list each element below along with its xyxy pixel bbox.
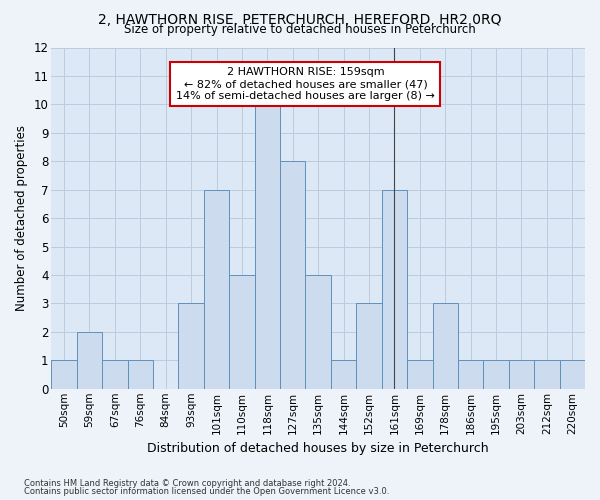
Bar (77, 332, 102, 389)
Bar (534, 360, 560, 389)
Text: Size of property relative to detached houses in Peterchurch: Size of property relative to detached ho… (124, 22, 476, 36)
Bar (331, 360, 356, 389)
Y-axis label: Number of detached properties: Number of detached properties (15, 125, 28, 311)
Bar (305, 275, 331, 389)
Bar (178, 304, 204, 389)
Bar (204, 190, 229, 389)
Bar (407, 360, 433, 389)
Bar (382, 190, 407, 389)
Bar (102, 360, 128, 389)
Text: 2 HAWTHORN RISE: 159sqm
← 82% of detached houses are smaller (47)
14% of semi-de: 2 HAWTHORN RISE: 159sqm ← 82% of detache… (176, 68, 435, 100)
Bar (280, 162, 305, 389)
Bar (484, 360, 509, 389)
Bar (509, 360, 534, 389)
Bar (128, 360, 153, 389)
Bar (254, 104, 280, 389)
Bar (229, 275, 254, 389)
Bar (433, 304, 458, 389)
Bar (356, 304, 382, 389)
Text: Contains public sector information licensed under the Open Government Licence v3: Contains public sector information licen… (24, 487, 389, 496)
Text: Contains HM Land Registry data © Crown copyright and database right 2024.: Contains HM Land Registry data © Crown c… (24, 478, 350, 488)
Text: 2, HAWTHORN RISE, PETERCHURCH, HEREFORD, HR2 0RQ: 2, HAWTHORN RISE, PETERCHURCH, HEREFORD,… (98, 12, 502, 26)
X-axis label: Distribution of detached houses by size in Peterchurch: Distribution of detached houses by size … (148, 442, 489, 455)
Bar (560, 360, 585, 389)
Bar (458, 360, 484, 389)
Bar (52, 360, 77, 389)
